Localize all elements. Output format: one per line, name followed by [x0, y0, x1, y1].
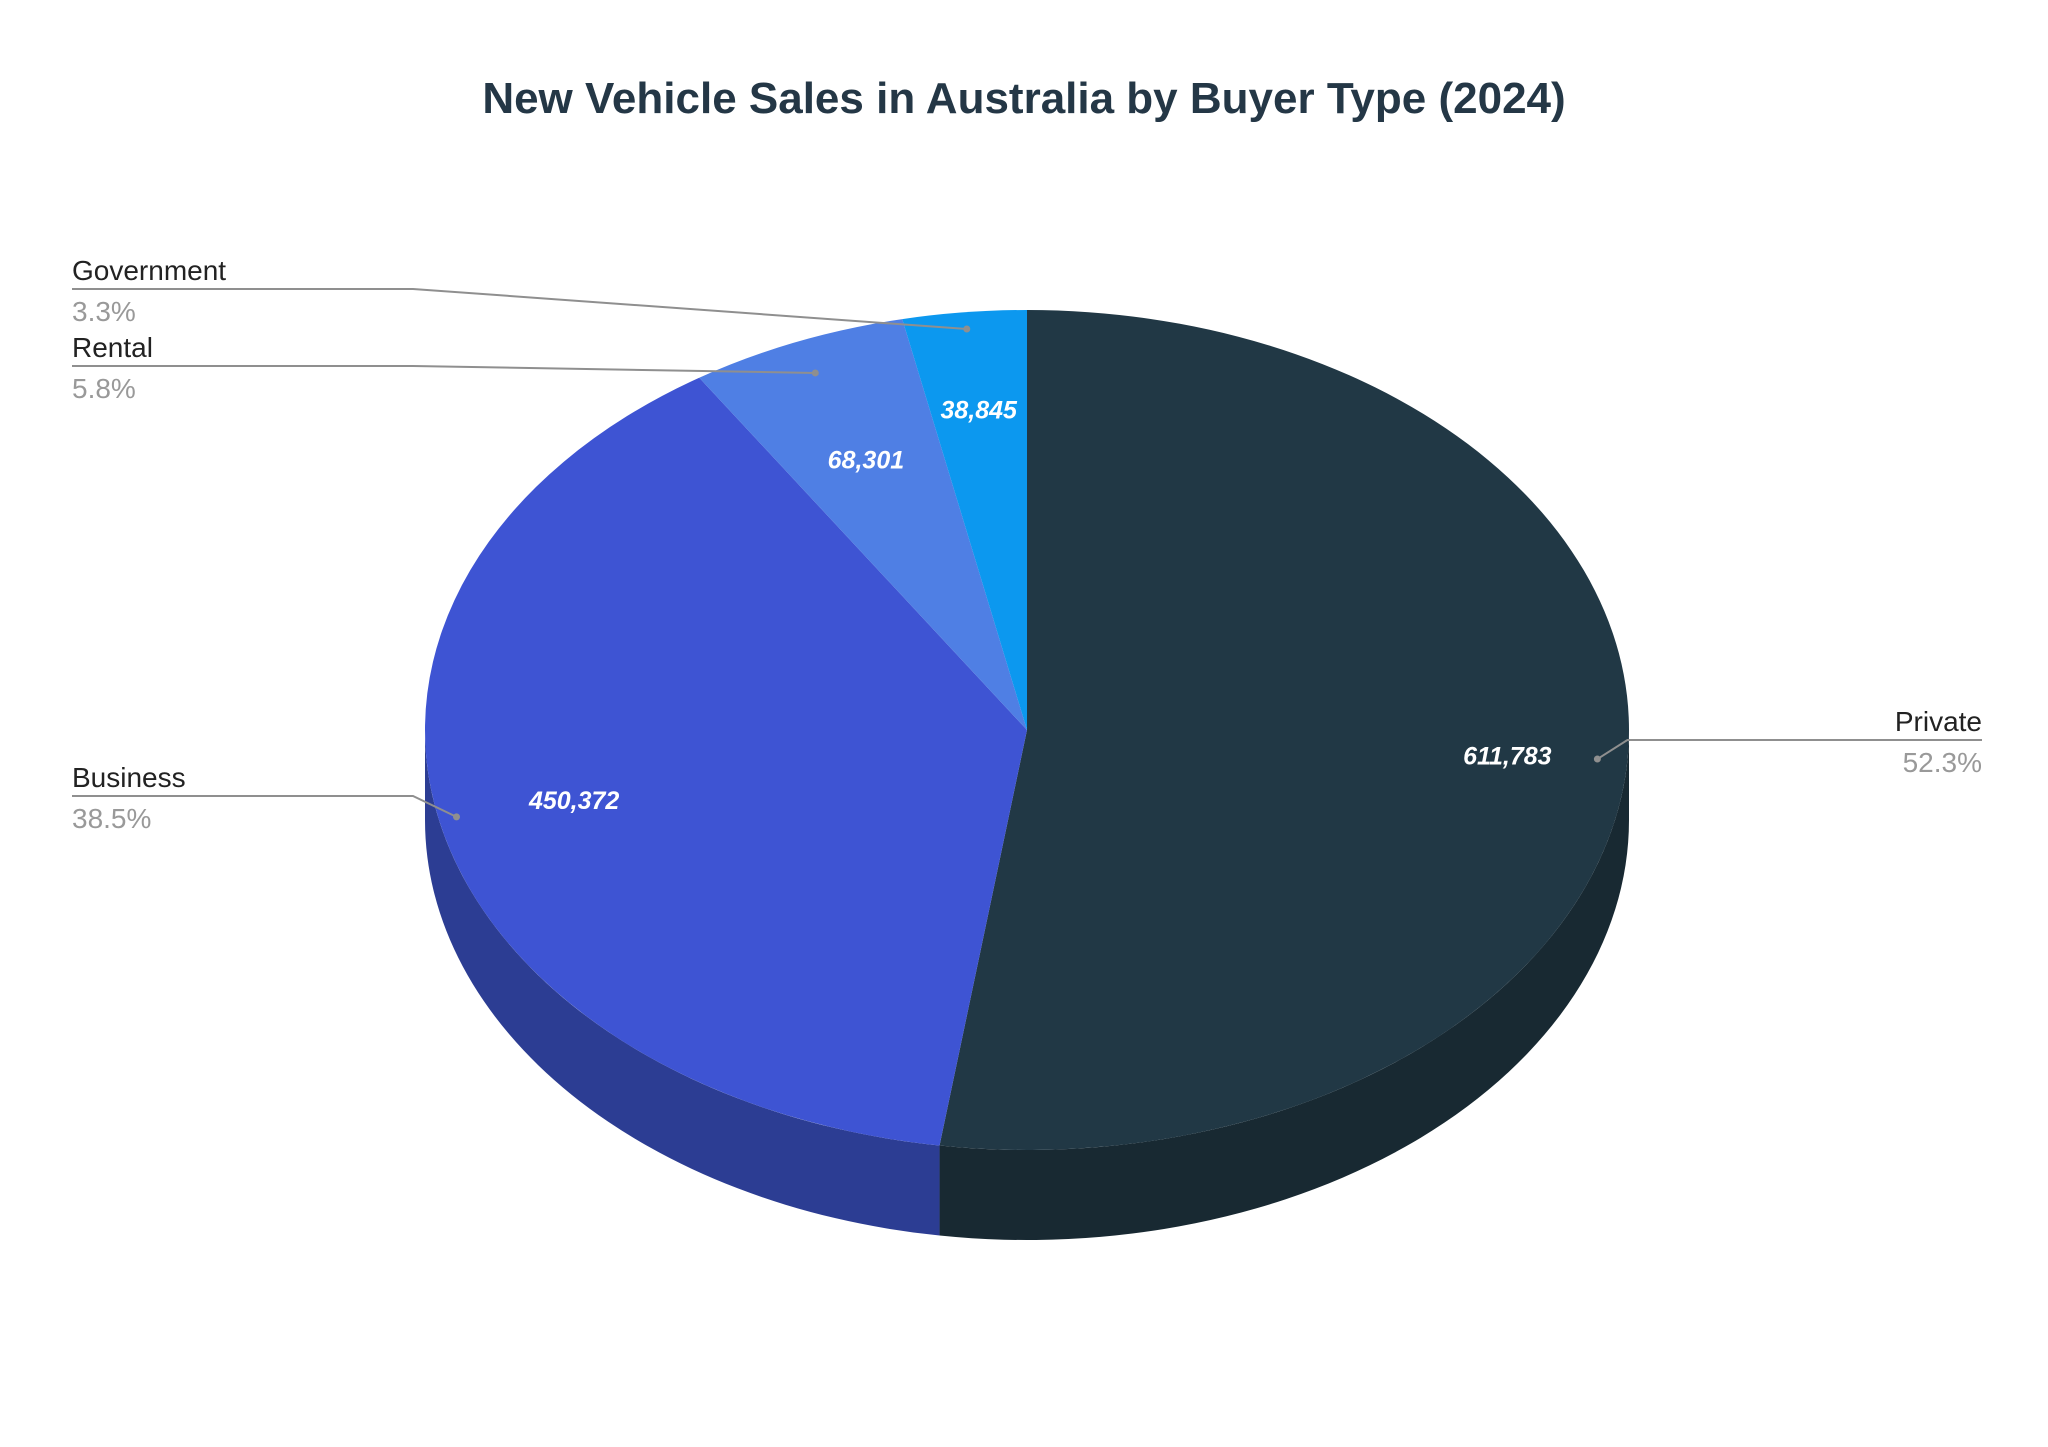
- leader-line-private: [1596, 739, 1982, 760]
- leader-line-business: [72, 795, 457, 818]
- category-label-rental: Rental: [72, 332, 153, 363]
- category-label-government: Government: [72, 255, 226, 286]
- value-label-government: 38,845: [940, 396, 1018, 424]
- pie-slice-business: [424, 377, 1027, 1146]
- pie-slice-private: [939, 309, 1630, 1150]
- pie-callouts: 611,783 Private 52.3% 450,372 Business 38.5% 6…: [72, 255, 1982, 834]
- category-label-private: Private: [1895, 706, 1982, 737]
- percent-label-business: 38.5%: [72, 803, 151, 834]
- pie-side-private: [939, 730, 1629, 1240]
- value-label-business: 450,372: [528, 787, 619, 815]
- pie-side-business: [425, 730, 940, 1236]
- percent-label-government: 3.3%: [72, 296, 136, 327]
- pie-slices: [424, 309, 1630, 1150]
- value-label-private: 611,783: [1463, 742, 1552, 770]
- value-label-rental: 68,301: [828, 446, 904, 474]
- pie-slice-rental: [699, 319, 1027, 730]
- pie-slice-government: [902, 310, 1027, 730]
- category-label-business: Business: [72, 762, 186, 793]
- pie-side-walls: [425, 730, 1629, 1240]
- leader-line-government: [72, 288, 967, 330]
- leader-line-rental: [72, 365, 816, 374]
- chart-title: New Vehicle Sales in Australia by Buyer …: [482, 74, 1565, 123]
- percent-label-private: 52.3%: [1903, 747, 1982, 778]
- percent-label-rental: 5.8%: [72, 373, 136, 404]
